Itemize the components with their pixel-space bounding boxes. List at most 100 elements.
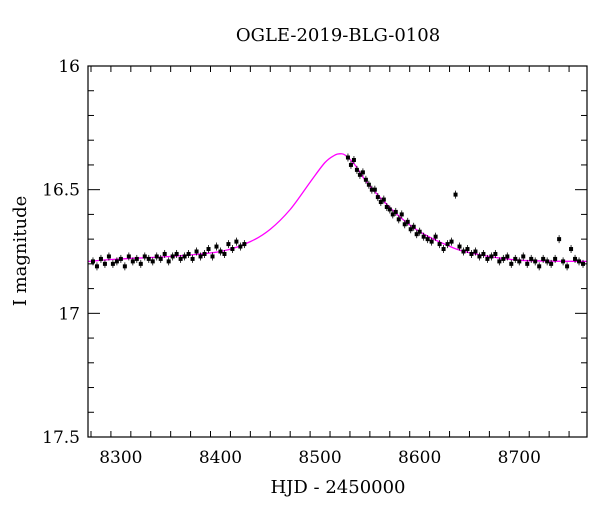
data-point <box>158 256 163 261</box>
data-point <box>553 256 558 261</box>
data-point <box>98 256 103 261</box>
x-tick-label: 8500 <box>298 448 341 468</box>
data-point <box>146 256 151 261</box>
data-point <box>501 256 506 261</box>
data-point <box>166 259 171 264</box>
data-point <box>178 256 183 261</box>
data-point <box>441 247 446 252</box>
data-point <box>533 259 538 264</box>
data-point <box>481 251 486 256</box>
data-point <box>351 157 356 162</box>
y-axis-label: I magnitude <box>10 196 31 307</box>
data-point <box>469 251 474 256</box>
data-point <box>517 259 522 264</box>
data-point <box>130 259 135 264</box>
data-point <box>489 254 494 259</box>
x-tick-label: 8400 <box>199 448 242 468</box>
data-point <box>384 204 389 209</box>
data-point <box>411 224 416 229</box>
data-point <box>90 259 95 264</box>
data-point <box>433 234 438 239</box>
data-point <box>437 242 442 247</box>
data-point <box>549 261 554 266</box>
data-point <box>573 256 578 261</box>
data-point <box>453 192 458 197</box>
data-point <box>525 261 530 266</box>
data-point <box>110 261 115 266</box>
x-tick-label: 8700 <box>498 448 541 468</box>
data-point <box>170 254 175 259</box>
data-point <box>493 251 498 256</box>
y-axis-ticks: 16 16.5 17 17.5 <box>42 57 587 448</box>
data-point <box>182 254 187 259</box>
data-point <box>529 256 534 261</box>
data-point <box>565 264 570 269</box>
data-point <box>569 247 574 252</box>
data-point <box>402 222 407 227</box>
data-point <box>390 212 395 217</box>
data-point <box>393 209 398 214</box>
data-point <box>210 254 215 259</box>
x-axis-label: HJD - 2450000 <box>270 477 405 498</box>
data-point <box>577 259 582 264</box>
data-point <box>357 172 362 177</box>
data-point <box>202 251 207 256</box>
model-curve-layer <box>87 153 588 263</box>
data-point <box>345 155 350 160</box>
data-points-layer <box>90 153 586 271</box>
data-point <box>214 244 219 249</box>
data-point <box>142 254 147 259</box>
data-point <box>194 249 199 254</box>
data-point <box>102 261 107 266</box>
data-point <box>497 259 502 264</box>
data-point <box>366 182 371 187</box>
x-tick-label: 8300 <box>99 448 142 468</box>
data-point <box>405 219 410 224</box>
data-point <box>154 254 159 259</box>
data-point <box>557 237 562 242</box>
y-tick-label: 16 <box>58 57 80 77</box>
data-point <box>399 212 404 217</box>
data-point <box>118 256 123 261</box>
y-tick-label: 17 <box>58 304 80 324</box>
data-point <box>369 187 374 192</box>
data-point <box>381 197 386 202</box>
data-point <box>186 251 191 256</box>
data-point <box>396 217 401 222</box>
data-point <box>378 200 383 205</box>
data-point <box>445 242 450 247</box>
data-point <box>106 254 111 259</box>
data-point <box>174 251 179 256</box>
data-point <box>242 242 247 247</box>
data-point <box>387 207 392 212</box>
data-point <box>414 232 419 237</box>
data-point <box>509 261 514 266</box>
data-point <box>218 249 223 254</box>
data-point <box>581 261 586 266</box>
data-point <box>94 264 99 269</box>
data-point <box>545 259 550 264</box>
data-point <box>114 259 119 264</box>
data-point <box>122 264 127 269</box>
data-point <box>408 227 413 232</box>
data-point <box>354 167 359 172</box>
data-point <box>505 254 510 259</box>
data-point <box>206 247 211 252</box>
data-point <box>425 237 430 242</box>
data-point <box>134 256 139 261</box>
data-point <box>449 239 454 244</box>
data-point <box>234 239 239 244</box>
data-point <box>465 247 470 252</box>
data-point <box>417 229 422 234</box>
model-curve <box>87 153 588 263</box>
data-point <box>138 261 143 266</box>
data-point <box>477 254 482 259</box>
data-point <box>429 239 434 244</box>
data-point <box>222 251 227 256</box>
data-point <box>226 242 231 247</box>
data-point <box>457 244 462 249</box>
data-point <box>150 259 155 264</box>
data-point <box>363 177 368 182</box>
data-point <box>513 256 518 261</box>
